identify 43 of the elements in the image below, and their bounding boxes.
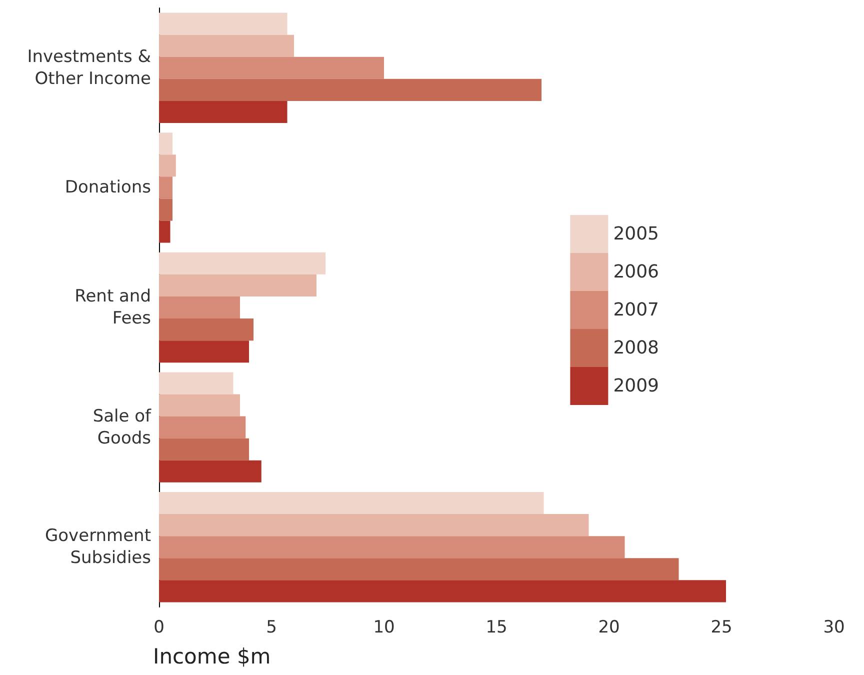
legend-label: 2009 (613, 376, 660, 396)
y-tick-label: Government Subsidies (44, 526, 152, 568)
bar (159, 154, 176, 177)
y-tick-label: Sale of Goods (92, 406, 152, 448)
bar (159, 536, 625, 558)
bar (159, 12, 288, 35)
bar (159, 416, 246, 438)
bar (159, 340, 249, 363)
bar (159, 100, 288, 124)
y-tick-label: Donations (64, 178, 152, 198)
bar (159, 558, 679, 580)
bar (159, 394, 240, 416)
x-tick-label: 15 (486, 618, 508, 638)
bar (159, 318, 254, 341)
bar (159, 56, 384, 79)
bar (159, 220, 170, 243)
bar (159, 198, 172, 221)
y-tick-label: Rent and Fees (74, 286, 152, 328)
legend-label: 2007 (613, 300, 660, 320)
legend-label: 2005 (613, 224, 660, 244)
bar (159, 514, 589, 536)
x-tick-label: 20 (598, 618, 620, 638)
bar (159, 460, 262, 482)
x-axis-title: Income $m (153, 644, 271, 668)
y-tick-label: Investments & Other Income (27, 46, 151, 89)
bar (159, 252, 326, 274)
bar (159, 580, 726, 602)
bar (159, 176, 172, 199)
legend-label: 2006 (613, 262, 660, 282)
x-tick-label: 5 (266, 618, 277, 638)
bar (159, 492, 544, 514)
bar (159, 34, 294, 57)
x-tick-label: 25 (710, 618, 732, 638)
bar (159, 372, 234, 394)
x-tick-label: 0 (154, 618, 164, 638)
bar (159, 296, 240, 319)
legend-label: 2008 (613, 338, 660, 358)
bar (159, 78, 542, 101)
bar (159, 132, 172, 155)
bar (159, 274, 316, 296)
bar (159, 438, 249, 460)
x-tick-label: 10 (373, 618, 395, 638)
x-tick-label: 30 (823, 618, 845, 638)
